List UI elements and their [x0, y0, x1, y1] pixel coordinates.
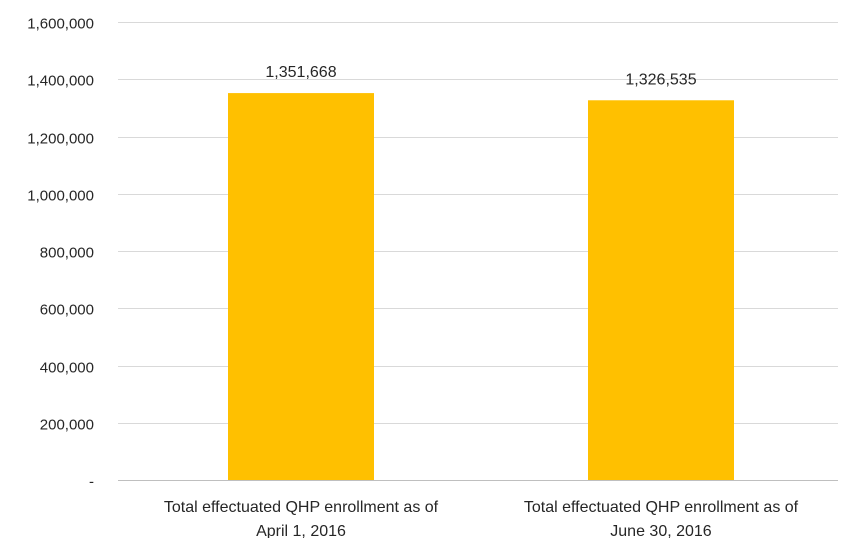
bar	[228, 93, 374, 481]
bar	[588, 100, 734, 480]
x-tick-labels: Total effectuated QHP enrollment as of Ap…	[164, 499, 799, 540]
y-tick-label: 1,200,000	[27, 131, 94, 148]
x-tick-label: Total effectuated QHP enrollment as of	[164, 499, 439, 516]
bars	[228, 93, 734, 481]
data-label: 1,351,668	[265, 64, 336, 81]
y-tick-label: 1,400,000	[27, 73, 94, 90]
y-tick-label: 1,600,000	[27, 16, 94, 33]
x-tick-label: Total effectuated QHP enrollment as of	[524, 499, 799, 516]
x-tick-label: June 30, 2016	[610, 523, 712, 538]
y-tick-label: 600,000	[40, 302, 94, 319]
y-tick-label: 1,000,000	[27, 188, 94, 205]
data-label: 1,326,535	[625, 71, 696, 88]
y-tick-label: -	[89, 474, 94, 491]
y-tick-label: 800,000	[40, 245, 94, 262]
y-tick-label: 400,000	[40, 360, 94, 377]
data-labels: 1,351,668 1,326,535	[265, 64, 696, 88]
y-tick-labels: - 200,000 400,000 600,000 800,000 1,000,000 1,…	[27, 16, 94, 491]
y-tick-label: 200,000	[40, 417, 94, 434]
x-tick-label: April 1, 2016	[256, 523, 346, 538]
